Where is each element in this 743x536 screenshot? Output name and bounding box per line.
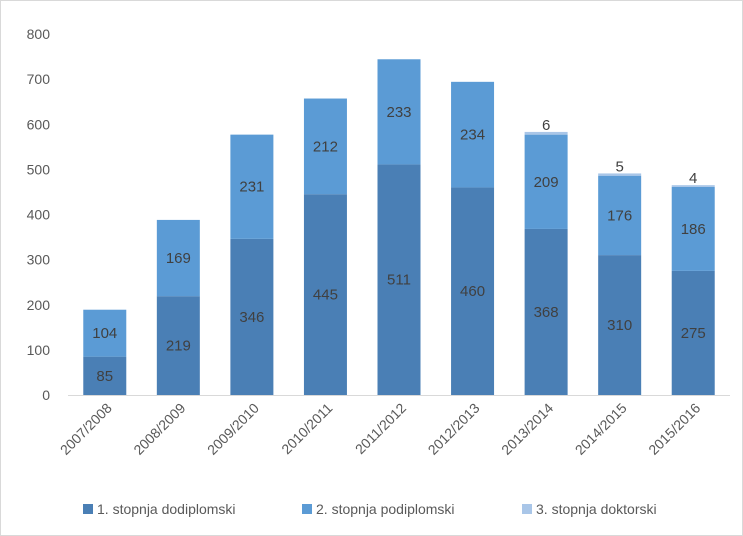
legend-label: 2. stopnja podiplomski: [316, 501, 455, 517]
data-label: 219: [166, 338, 191, 355]
data-label: 212: [313, 138, 338, 155]
bar-segment: [451, 81, 495, 188]
data-label: 209: [534, 174, 559, 191]
y-tick-label: 0: [42, 387, 50, 403]
bar-segment: [156, 296, 200, 395]
bar-segment: [451, 187, 495, 395]
legend-label: 1. stopnja dodiplomski: [97, 501, 236, 517]
bar-segment: [671, 185, 715, 187]
y-tick-label: 600: [27, 116, 51, 132]
bar-segment: [671, 186, 715, 271]
bar-segment: [524, 131, 568, 135]
x-tick-label: 2012/2013: [425, 400, 483, 458]
y-tick-label: 500: [27, 161, 51, 177]
x-tick-label: 2010/2011: [278, 400, 336, 458]
bar-segment: [230, 134, 274, 239]
data-label: 104: [92, 325, 117, 342]
data-label: 4: [689, 170, 697, 187]
y-tick-label: 200: [27, 297, 51, 313]
bar-segment: [377, 59, 421, 165]
bar-segment: [303, 98, 347, 195]
data-label: 233: [386, 104, 411, 121]
y-tick-label: 400: [27, 207, 51, 223]
bar-segment: [598, 255, 642, 395]
legend: 1. stopnja dodiplomski 2. stopnja podiplo…: [83, 501, 657, 517]
data-label: 445: [313, 287, 338, 304]
data-label: 368: [534, 304, 559, 321]
bar-segment: [303, 194, 347, 395]
bar-segment: [83, 356, 127, 395]
bars: 85 104 219 169 346 231 445 212 511 233 460 234 368 20…: [83, 59, 715, 395]
y-axis: 0 100 200 300 400 500 600 700 800: [27, 26, 51, 403]
data-label: 275: [681, 325, 706, 342]
x-tick-label: 2014/2015: [572, 400, 630, 458]
data-label: 186: [681, 221, 706, 238]
x-tick-label: 2015/2016: [645, 400, 703, 458]
legend-swatch: [302, 504, 312, 514]
data-label: 346: [239, 309, 264, 326]
legend-swatch: [522, 504, 532, 514]
data-label: 169: [166, 250, 191, 267]
bar-segment: [671, 270, 715, 395]
data-label: 176: [607, 207, 632, 224]
data-label: 6: [542, 117, 550, 134]
bar-segment: [156, 219, 200, 297]
data-label: 234: [460, 127, 485, 144]
data-label: 310: [607, 317, 632, 334]
x-tick-label: 2008/2009: [130, 400, 188, 458]
bar-segment: [377, 164, 421, 395]
data-label: 5: [615, 158, 623, 175]
legend-swatch: [83, 504, 93, 514]
legend-label: 3. stopnja doktorski: [536, 501, 657, 517]
data-label: 511: [387, 272, 411, 289]
bar-segment: [524, 134, 568, 229]
bar-segment: [598, 173, 642, 176]
x-tick-label: 2009/2010: [204, 400, 262, 458]
x-tick-label: 2007/2008: [57, 400, 115, 458]
y-tick-label: 800: [27, 26, 51, 42]
bar-segment: [230, 238, 274, 395]
x-tick-label: 2013/2014: [498, 400, 556, 458]
y-tick-label: 700: [27, 71, 51, 87]
bar-segment: [598, 175, 642, 256]
data-label: 460: [460, 283, 485, 300]
x-axis: 2007/2008 2008/2009 2009/2010 2010/2011 2011…: [57, 395, 730, 458]
y-tick-label: 300: [27, 252, 51, 268]
data-label: 231: [239, 179, 264, 196]
data-label: 85: [96, 368, 113, 385]
bar-segment: [524, 228, 568, 395]
bar-segment: [83, 309, 127, 357]
x-tick-label: 2011/2012: [352, 400, 410, 458]
y-tick-label: 100: [27, 342, 51, 358]
